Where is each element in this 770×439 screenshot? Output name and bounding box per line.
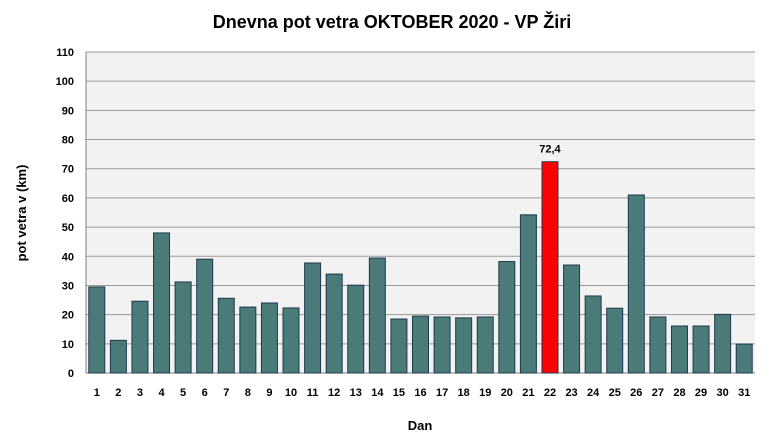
bar: [584, 295, 602, 374]
bar: [649, 316, 667, 374]
x-tick-label: 10: [285, 387, 297, 399]
x-tick-label: 25: [609, 387, 621, 399]
x-tick-label: 24: [587, 387, 600, 399]
x-tick-label: 31: [738, 387, 750, 399]
bar: [131, 300, 149, 374]
x-tick-label: 9: [266, 387, 272, 399]
data-label-highlight: 72,4: [539, 144, 561, 156]
x-tick-label: 18: [458, 387, 470, 399]
x-tick-label: 16: [414, 387, 426, 399]
bar: [282, 307, 300, 374]
bar-highlight: [541, 161, 559, 374]
x-tick-label: 1: [94, 387, 100, 399]
x-tick-label: 23: [565, 387, 577, 399]
bar: [88, 286, 106, 374]
bar: [196, 258, 214, 374]
bar: [304, 262, 322, 374]
y-tick-label: 100: [56, 76, 74, 88]
bar: [239, 306, 257, 374]
bar: [174, 281, 192, 374]
bar: [390, 318, 408, 374]
y-tick-labels: 0 10 20 30 40 50 60 70 80 90 100 110: [56, 47, 74, 380]
y-axis-title: pot vetra v (km): [14, 165, 29, 262]
x-tick-label: 2: [115, 387, 121, 399]
x-tick-label: 14: [371, 387, 384, 399]
x-tick-label: 12: [328, 387, 340, 399]
y-tick-label: 50: [62, 222, 74, 234]
x-tick-label: 21: [522, 387, 534, 399]
x-tick-label: 4: [158, 387, 165, 399]
x-axis-title: Dan: [408, 418, 433, 433]
x-tick-label: 26: [630, 387, 642, 399]
x-tick-label: 27: [652, 387, 664, 399]
x-tick-label: 6: [202, 387, 208, 399]
x-tick-label: 13: [350, 387, 362, 399]
x-tick-label: 7: [223, 387, 229, 399]
y-tick-label: 90: [62, 105, 74, 117]
bar: [498, 261, 516, 374]
x-tick-label: 28: [673, 387, 685, 399]
y-tick-label: 70: [62, 164, 74, 176]
bars: [88, 161, 753, 374]
bar: [476, 316, 494, 374]
bar: [347, 284, 365, 374]
x-tick-label: 15: [393, 387, 405, 399]
y-tick-label: 20: [62, 310, 74, 322]
y-tick-label: 10: [62, 339, 74, 351]
bar: [217, 297, 235, 374]
bar: [260, 302, 278, 374]
bar: [735, 343, 753, 374]
bar: [109, 339, 127, 374]
x-tick-label: 30: [717, 387, 729, 399]
x-tick-label: 8: [245, 387, 251, 399]
bar: [670, 325, 688, 374]
chart-title: Dnevna pot vetra OKTOBER 2020 - VP Žiri: [213, 11, 571, 32]
x-tick-label: 19: [479, 387, 491, 399]
y-tick-label: 60: [62, 193, 74, 205]
x-tick-label: 20: [501, 387, 513, 399]
bar: [325, 273, 343, 374]
bar: [433, 316, 451, 374]
y-tick-label: 80: [62, 135, 74, 147]
bar: [563, 264, 581, 374]
x-tick-label: 22: [544, 387, 556, 399]
x-tick-label: 5: [180, 387, 186, 399]
bar: [368, 257, 386, 374]
bar: [153, 232, 171, 374]
bar: [606, 307, 624, 374]
y-tick-label: 110: [56, 47, 74, 59]
bar: [692, 325, 710, 374]
x-tick-label: 11: [307, 387, 319, 399]
y-tick-label: 40: [62, 251, 74, 263]
bar: [519, 214, 537, 374]
x-tick-label: 29: [695, 387, 707, 399]
y-tick-label: 30: [62, 280, 74, 292]
x-tick-label: 3: [137, 387, 143, 399]
bar: [627, 194, 645, 374]
x-tick-label: 17: [436, 387, 448, 399]
x-tick-labels: 1 2 3 4 5 6 7 8 9 10 11 12 13 14 15 16 17 18 19 20 21 22 23 24 2…: [94, 387, 751, 399]
y-tick-label: 0: [68, 368, 74, 380]
bar: [714, 313, 732, 374]
bar: [455, 317, 473, 374]
bar: [412, 315, 429, 374]
